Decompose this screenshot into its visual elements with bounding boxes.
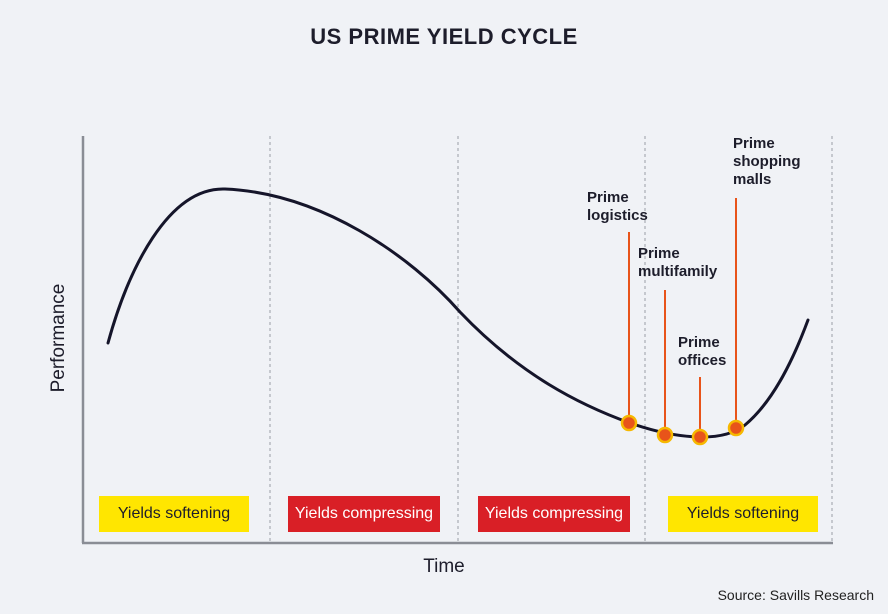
annotation-line: Prime <box>638 245 680 262</box>
phase-label-4: Yields softening <box>668 496 818 532</box>
y-axis-label: Performance <box>48 283 69 393</box>
chart-title: US PRIME YIELD CYCLE <box>310 24 578 49</box>
phase-label-3: Yields compressing <box>478 496 630 532</box>
annotation-line: logistics <box>587 207 648 224</box>
annotation-line: Prime <box>678 334 720 351</box>
phase-label-2: Yields compressing <box>288 496 440 532</box>
marker-prime-shopping-malls <box>727 419 745 437</box>
marker-prime-multifamily <box>656 426 674 444</box>
annotation-prime-offices: Prime offices <box>678 334 726 370</box>
marker-prime-offices <box>691 428 709 446</box>
x-axis-label: Time <box>423 556 465 577</box>
annotation-line: multifamily <box>638 263 718 280</box>
annotation-line: malls <box>733 171 772 188</box>
annotation-line: Prime <box>587 189 629 206</box>
annotation-prime-shopping-malls: Prime shopping malls <box>733 135 801 189</box>
phase-label-1: Yields softening <box>99 496 249 532</box>
annotation-line: Prime <box>733 135 775 152</box>
cycle-curve <box>106 187 810 439</box>
source-note: Source: Savills Research <box>717 587 874 603</box>
annotation-prime-logistics: Prime logistics <box>587 189 648 225</box>
annotation-line: shopping <box>733 153 801 170</box>
annotation-prime-multifamily: Prime multifamily <box>638 245 717 281</box>
annotation-line: offices <box>678 352 727 369</box>
marker-prime-logistics <box>620 414 638 432</box>
